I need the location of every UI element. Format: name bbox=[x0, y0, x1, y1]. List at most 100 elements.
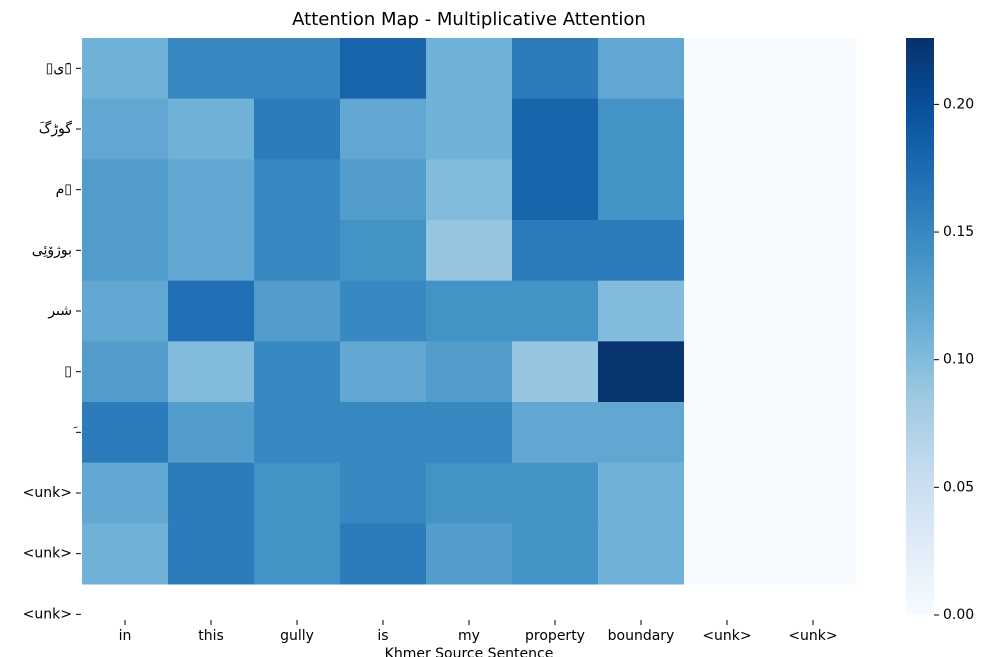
heatmap-cell bbox=[254, 98, 341, 160]
heatmap-cell bbox=[684, 462, 771, 524]
x-tick-label: is bbox=[377, 628, 388, 644]
heatmap-cell bbox=[168, 159, 255, 221]
heatmap-cell bbox=[598, 38, 685, 100]
heatmap-cell bbox=[168, 341, 255, 403]
x-tick-label: gully bbox=[280, 628, 314, 644]
heatmap-cell bbox=[82, 280, 169, 342]
x-tick-label: <unk> bbox=[702, 628, 751, 644]
colorbar-tick-label: 0.10 bbox=[943, 352, 974, 368]
heatmap-cell bbox=[426, 38, 513, 100]
heatmap-cell bbox=[340, 462, 427, 524]
x-tick-label: in bbox=[119, 628, 132, 644]
heatmap-cell bbox=[770, 98, 857, 160]
heatmap-cell bbox=[598, 462, 685, 524]
heatmap-cell bbox=[684, 341, 771, 403]
x-tick-label: my bbox=[458, 628, 480, 644]
heatmap-cell bbox=[340, 280, 427, 342]
heatmap-cell bbox=[770, 462, 857, 524]
x-tick-label: property bbox=[525, 628, 585, 644]
heatmap-cell bbox=[684, 38, 771, 100]
heatmap-cell bbox=[254, 341, 341, 403]
heatmap-cell bbox=[684, 220, 771, 282]
heatmap-cell bbox=[598, 402, 685, 464]
colorbar-tick-label: 0.05 bbox=[943, 479, 974, 495]
y-tick-label: <unk> bbox=[23, 606, 72, 622]
heatmap-cell bbox=[684, 280, 771, 342]
heatmap-cell bbox=[254, 402, 341, 464]
y-tick-label: م▯ bbox=[56, 182, 72, 198]
heatmap-cell bbox=[598, 523, 685, 585]
heatmap-cell bbox=[340, 220, 427, 282]
heatmap-cell bbox=[512, 220, 599, 282]
heatmap-cell bbox=[340, 523, 427, 585]
heatmap-cell bbox=[512, 159, 599, 221]
heatmap-cell bbox=[426, 159, 513, 221]
heatmap-cell bbox=[168, 98, 255, 160]
heatmap-cell bbox=[598, 341, 685, 403]
chart-title: Attention Map - Multiplicative Attention bbox=[292, 9, 646, 30]
heatmap-cell bbox=[598, 159, 685, 221]
x-tick-label: boundary bbox=[608, 628, 675, 644]
heatmap-cell bbox=[512, 523, 599, 585]
heatmap-cell bbox=[512, 280, 599, 342]
heatmap-cell bbox=[168, 402, 255, 464]
heatmap-cell bbox=[82, 220, 169, 282]
heatmap-cell bbox=[426, 402, 513, 464]
heatmap-cell bbox=[82, 159, 169, 221]
heatmap-cell bbox=[598, 98, 685, 160]
heatmap-cell bbox=[770, 220, 857, 282]
heatmap-cell bbox=[426, 462, 513, 524]
heatmap-cell bbox=[168, 280, 255, 342]
heatmap-cell bbox=[82, 462, 169, 524]
y-tick-label: گوڑگَ bbox=[39, 119, 73, 137]
y-tick-label: شىر bbox=[47, 303, 72, 319]
heatmap-cell bbox=[512, 462, 599, 524]
heatmap-cell bbox=[512, 98, 599, 160]
x-tick-label: <unk> bbox=[788, 628, 837, 644]
colorbar-tick-label: 0.00 bbox=[943, 607, 974, 623]
heatmap-cell bbox=[684, 402, 771, 464]
y-tick-label: ▯ى▯َ bbox=[46, 60, 72, 76]
heatmap-cell bbox=[684, 159, 771, 221]
heatmap-cell bbox=[426, 341, 513, 403]
heatmap-cell bbox=[426, 280, 513, 342]
colorbar-tick-label: 0.20 bbox=[943, 96, 974, 112]
heatmap-cell bbox=[82, 38, 169, 100]
heatmap-cell bbox=[340, 38, 427, 100]
heatmap-cell bbox=[684, 523, 771, 585]
heatmap-cell bbox=[770, 402, 857, 464]
heatmap-cell bbox=[770, 341, 857, 403]
y-tick-label: <unk> bbox=[23, 485, 72, 501]
heatmap-cell bbox=[340, 402, 427, 464]
heatmap-cell bbox=[426, 523, 513, 585]
heatmap-cell bbox=[340, 341, 427, 403]
heatmap-cell bbox=[770, 159, 857, 221]
heatmap-cell bbox=[512, 38, 599, 100]
heatmap-cell bbox=[82, 341, 169, 403]
heatmap-cell bbox=[168, 523, 255, 585]
heatmap-cell bbox=[254, 220, 341, 282]
heatmap-cell bbox=[684, 98, 771, 160]
heatmap-cell bbox=[254, 38, 341, 100]
heatmap-cell bbox=[168, 38, 255, 100]
heatmap-cell bbox=[512, 402, 599, 464]
y-tick-label: بوژۆئِی bbox=[32, 242, 72, 258]
heatmap-cell bbox=[770, 280, 857, 342]
heatmap-cell bbox=[168, 220, 255, 282]
colorbar-tick-label: 0.15 bbox=[943, 224, 974, 240]
heatmap-cell bbox=[168, 462, 255, 524]
heatmap-cell bbox=[254, 280, 341, 342]
heatmap-cell bbox=[254, 523, 341, 585]
heatmap-cell bbox=[82, 98, 169, 160]
heatmap-cell bbox=[598, 220, 685, 282]
y-tick-label: <unk> bbox=[23, 546, 72, 562]
heatmap-cell bbox=[254, 462, 341, 524]
heatmap-cell bbox=[512, 341, 599, 403]
y-tick-label: َ bbox=[73, 426, 78, 428]
heatmap-cell bbox=[770, 523, 857, 585]
heatmap-cell bbox=[254, 159, 341, 221]
heatmap-cell bbox=[598, 280, 685, 342]
x-axis-label: Khmer Source Sentence bbox=[385, 646, 554, 657]
heatmap-cell bbox=[426, 220, 513, 282]
